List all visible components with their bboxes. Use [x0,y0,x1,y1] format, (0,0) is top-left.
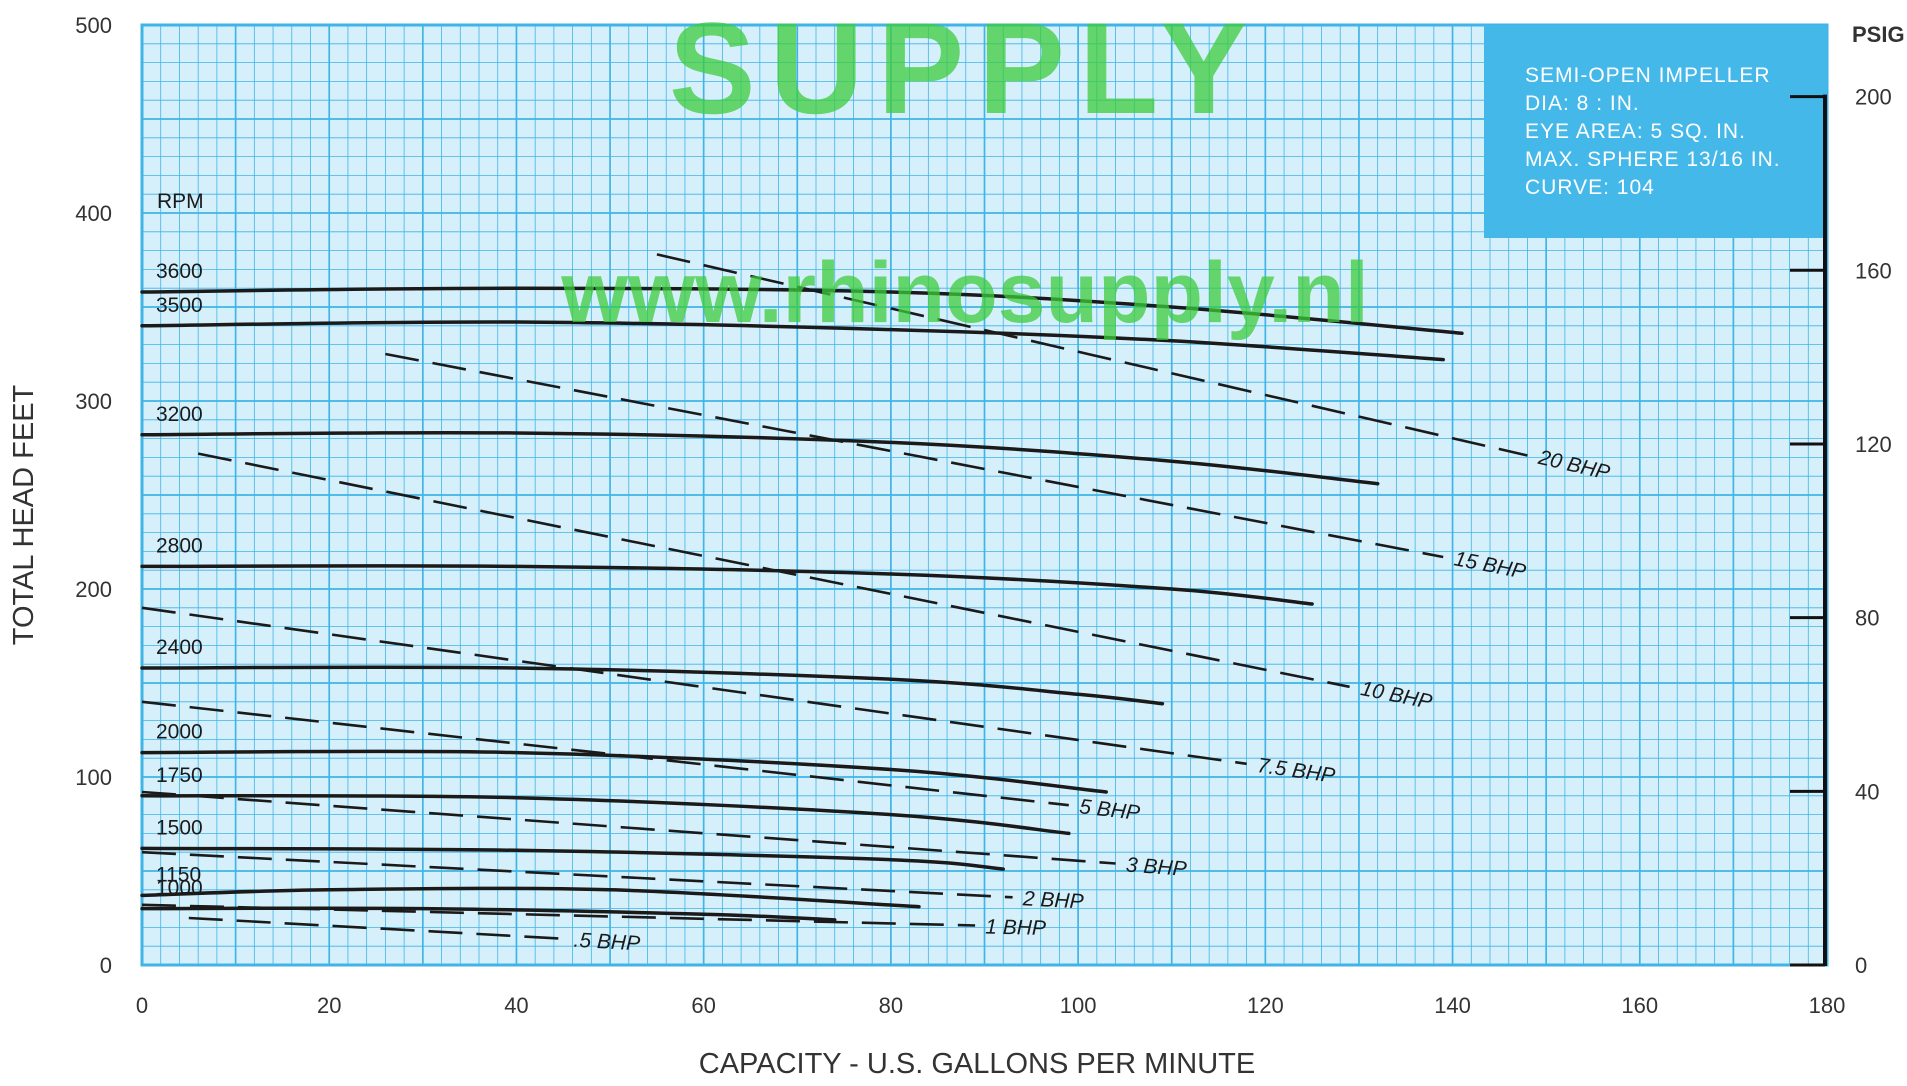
psig-tick-label: 200 [1855,85,1892,110]
bhp-label: .5 BHP [573,929,641,956]
bhp-line [141,606,1247,766]
y-tick-label: 400 [75,201,112,226]
rpm-label-2800: 2800 [156,534,203,557]
x-tick-label: 100 [1060,993,1097,1018]
bhp-label: 1 BHP [985,916,1046,940]
axis-tick-labels: 0 20 40 60 80 100 120 140 160 180 0 100 200 300 400 500 [75,13,1845,1018]
bhp-line [197,452,1350,689]
rpm-curve-3500 [140,320,1445,362]
rpm-label-3500: 3500 [156,294,203,317]
rpm-label-3600: 3600 [156,260,203,283]
bhp-line [141,790,1116,865]
info-line-5: CURVE: 104 [1525,176,1655,199]
bhp-label: 2 BHP [1021,887,1084,913]
y-tick-label: 300 [75,389,112,414]
rpm-curve-3600 [140,286,1464,336]
x-tick-label: 160 [1621,993,1658,1018]
bhp-line [656,253,1528,457]
x-tick-label: 80 [879,993,903,1018]
y-axis-title: TOTAL HEAD FEET [8,384,40,645]
info-line-4: MAX. SPHERE 13/16 IN. [1525,148,1781,171]
rpm-curve-2800 [140,564,1314,606]
rpm-label-1750: 1750 [156,764,203,787]
rpm-label-1150: 1150 [156,863,201,886]
x-tick-label: 60 [691,993,715,1018]
y-tick-label: 0 [100,953,112,978]
x-axis-title: CAPACITY - U.S. GALLONS PER MINUTE [699,1048,1255,1080]
bhp-line [141,700,1069,807]
info-box: SEMI-OPEN IMPELLER DIA: 8 : IN. EYE AREA… [1484,25,1827,238]
rpm-label-2000: 2000 [156,721,203,744]
bhp-label: 3 BHP [1125,854,1187,881]
psig-tick-label: 120 [1855,432,1892,457]
x-tick-label: 40 [504,993,528,1018]
bhp-line [188,916,564,940]
x-tick-label: 0 [136,993,148,1018]
info-line-1: SEMI-OPEN IMPELLER [1525,64,1771,87]
psig-tick-label: 40 [1855,779,1879,804]
rpm-label-1000: 1000 [156,877,203,900]
rpm-curve-1750 [140,793,1071,836]
x-tick-label: 140 [1434,993,1471,1018]
watermark-url: www.rhinosupply.nl [560,245,1368,341]
rpm-curve-2400 [140,665,1165,706]
psig-tick-label: 160 [1855,258,1892,283]
x-tick-label: 20 [317,993,341,1018]
y-tick-label: 500 [75,13,112,38]
info-box-background [1484,25,1827,238]
x-tick-label: 120 [1247,993,1284,1018]
rpm-curve-2000 [140,749,1108,794]
rpm-label-1500: 1500 [156,816,203,839]
y-tick-label: 200 [75,577,112,602]
x-tick-label: 180 [1809,993,1846,1018]
bhp-line [141,903,976,927]
psig-axis: 0 40 80 120 160 200 [1790,85,1892,978]
info-line-2: DIA: 8 : IN. [1525,92,1640,115]
watermark-supply: SUPPLY [669,0,1261,141]
rpm-curve-1500 [140,846,1005,871]
psig-tick-label: 80 [1855,606,1879,631]
rpm-label-3200: 3200 [156,403,203,426]
info-line-3: EYE AREA: 5 SQ. IN. [1525,120,1746,143]
y-tick-label: 100 [75,765,112,790]
rpm-label-2400: 2400 [156,636,203,659]
psig-tick-label: 0 [1855,953,1867,978]
rpm-header: RPM [157,190,204,213]
y2-axis-title: PSIG [1852,22,1905,47]
bhp-line [385,352,1444,559]
rpm-curve-1150 [140,886,921,909]
bhp-line [141,850,1013,899]
